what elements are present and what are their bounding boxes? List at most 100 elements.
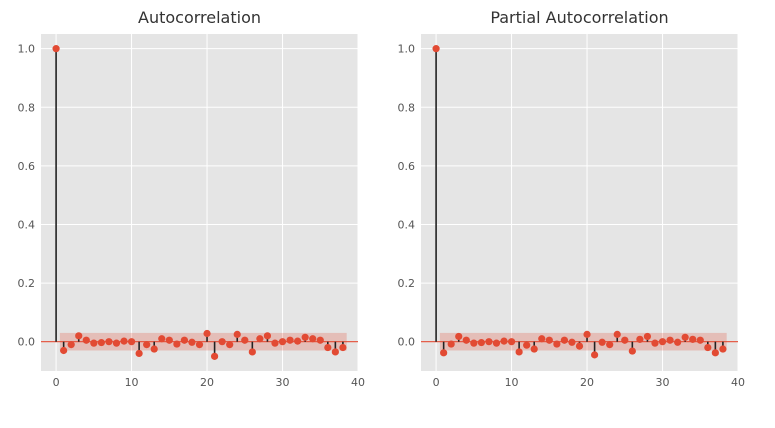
data-point — [286, 336, 294, 344]
data-point — [195, 341, 204, 349]
data-point — [674, 338, 682, 346]
data-point — [523, 341, 531, 349]
data-point — [606, 341, 614, 349]
data-point — [233, 330, 241, 338]
data-point — [135, 349, 143, 358]
data-point — [689, 335, 697, 343]
y-tick-label: 0.6 — [18, 160, 36, 173]
data-point — [150, 345, 158, 353]
data-point — [470, 339, 478, 347]
y-tick-label: 0.0 — [398, 336, 416, 349]
x-tick-label: 10 — [505, 376, 519, 389]
data-point — [628, 347, 636, 355]
data-point — [52, 45, 60, 53]
y-tick-label: 0.6 — [398, 160, 416, 173]
data-point — [210, 352, 219, 360]
data-point — [158, 335, 166, 343]
y-tick-label: 0.2 — [18, 277, 36, 290]
data-point — [97, 338, 105, 347]
data-point — [568, 338, 576, 346]
data-point — [105, 338, 113, 346]
data-point — [271, 339, 279, 347]
data-point — [719, 345, 727, 353]
data-point — [188, 338, 196, 346]
x-tick-label: 0 — [433, 376, 440, 389]
data-point — [67, 341, 75, 349]
data-point — [704, 343, 712, 352]
x-tick-label: 40 — [731, 376, 745, 389]
data-point — [538, 335, 546, 343]
x-tick-label: 30 — [276, 376, 290, 389]
data-point — [598, 338, 606, 346]
data-point — [447, 340, 455, 348]
data-point — [553, 340, 561, 348]
axes-background — [421, 34, 738, 371]
data-point — [120, 337, 128, 345]
data-point — [636, 335, 644, 343]
data-point — [241, 336, 249, 344]
data-point — [651, 339, 659, 347]
y-tick-label: 0.0 — [18, 336, 36, 349]
y-tick-label: 0.4 — [18, 218, 36, 231]
x-tick-label: 20 — [580, 376, 594, 389]
data-point — [248, 348, 256, 356]
data-point — [143, 341, 151, 349]
data-point — [301, 333, 309, 341]
data-point — [324, 343, 332, 352]
data-point — [462, 336, 470, 344]
data-point — [515, 348, 523, 356]
data-point — [485, 338, 493, 346]
data-point — [263, 332, 272, 340]
data-point — [218, 338, 226, 346]
data-point — [90, 339, 98, 347]
data-point — [165, 336, 173, 344]
data-point — [621, 336, 629, 344]
x-tick-label: 40 — [351, 376, 365, 389]
data-point — [666, 336, 674, 344]
y-tick-label: 0.8 — [18, 101, 36, 114]
data-point — [613, 330, 621, 338]
data-point — [82, 336, 90, 344]
data-point — [696, 336, 704, 344]
data-point — [583, 330, 591, 338]
data-point — [180, 336, 189, 344]
data-point — [203, 329, 211, 338]
data-point — [112, 339, 121, 347]
data-point — [226, 341, 234, 349]
data-point — [278, 338, 287, 346]
data-point — [309, 335, 317, 343]
data-point — [711, 349, 719, 357]
data-point — [440, 349, 448, 357]
data-point — [560, 336, 569, 344]
data-point — [75, 332, 83, 340]
chart-title: Partial Autocorrelation — [490, 8, 668, 27]
axes-background — [41, 34, 358, 371]
y-tick-label: 1.0 — [18, 43, 36, 56]
x-tick-label: 10 — [125, 376, 139, 389]
data-point — [492, 339, 501, 347]
y-tick-label: 0.2 — [398, 277, 416, 290]
x-tick-label: 30 — [656, 376, 670, 389]
data-point — [658, 338, 667, 346]
data-point — [643, 332, 652, 341]
data-point — [575, 342, 584, 350]
data-point — [256, 335, 264, 343]
x-tick-label: 20 — [200, 376, 214, 389]
data-point — [477, 338, 485, 347]
partial-autocorrelation-panel: Partial Autocorrelation 0 10 20 30 40 0.0 0.2 0… — [398, 8, 746, 389]
data-point — [507, 338, 516, 346]
data-point — [530, 345, 538, 353]
data-point — [455, 332, 463, 341]
data-point — [60, 346, 68, 355]
y-tick-label: 1.0 — [398, 43, 416, 56]
x-tick-label: 0 — [53, 376, 60, 389]
y-tick-label: 0.8 — [398, 101, 416, 114]
data-point — [331, 348, 339, 356]
data-point — [127, 338, 136, 346]
data-point — [500, 337, 508, 345]
data-point — [316, 336, 324, 344]
data-point — [590, 351, 599, 359]
data-point — [681, 333, 689, 341]
y-tick-label: 0.4 — [398, 218, 416, 231]
